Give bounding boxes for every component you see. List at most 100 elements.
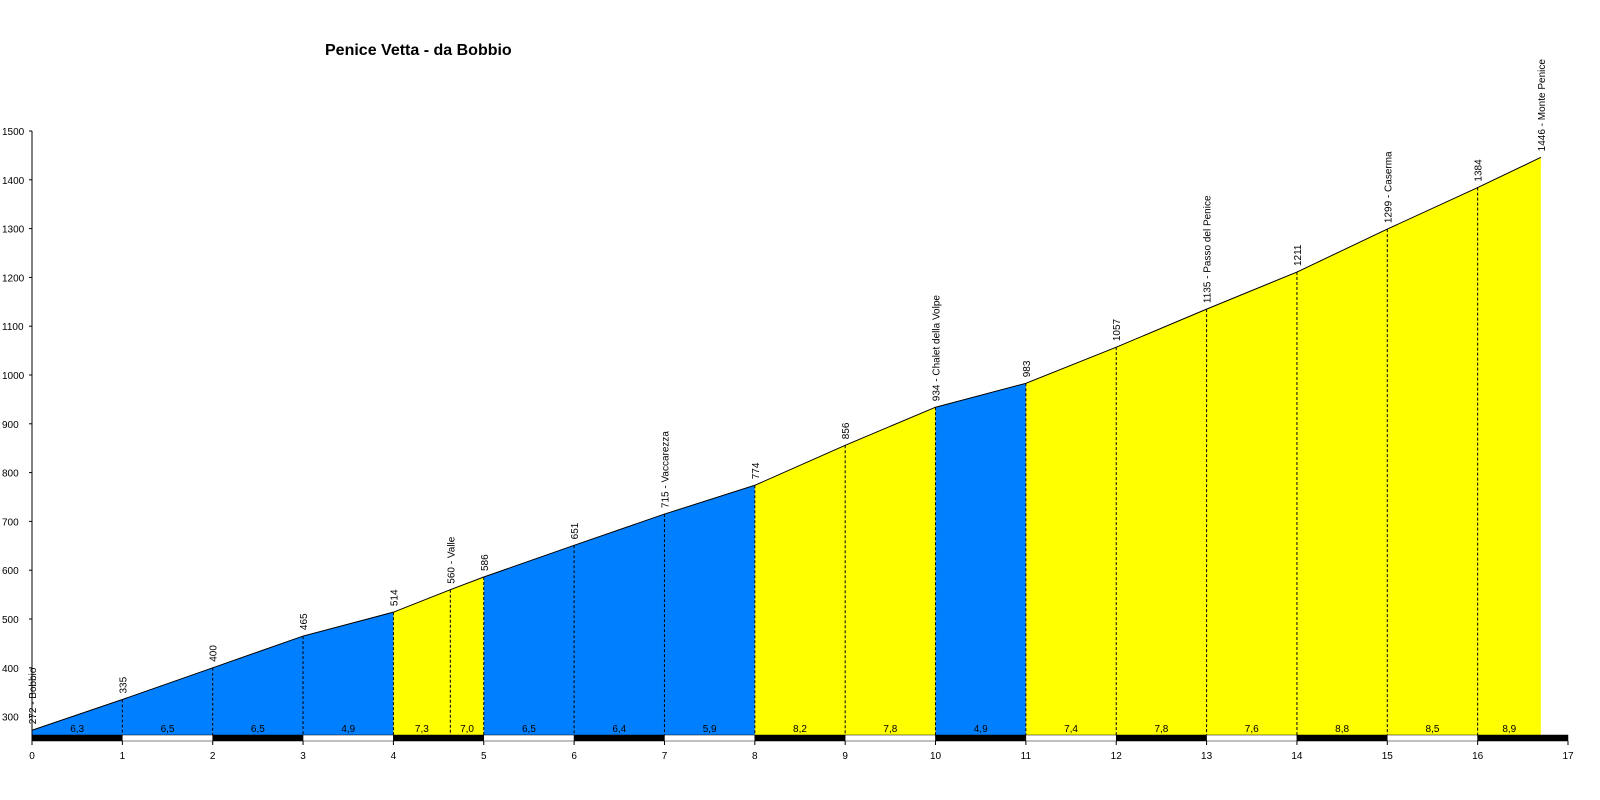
y-tick-label-1500: 1500 [2, 127, 25, 138]
gradient-label-12: 7,4 [1064, 724, 1078, 735]
scale-block-4 [393, 734, 485, 742]
scale-block-6 [573, 734, 665, 742]
point-label-1: 335 [118, 676, 129, 693]
segment-fill-16 [1387, 187, 1478, 735]
gradient-label-10: 7,8 [883, 724, 897, 735]
scale-block-13 [1206, 734, 1298, 742]
point-label-7: 651 [570, 522, 581, 539]
gradient-label-15: 8,8 [1335, 724, 1349, 735]
x-tick-label-1: 1 [120, 751, 126, 762]
x-tick-label-3: 3 [300, 751, 306, 762]
y-tick-label-900: 900 [2, 420, 19, 431]
segment-fill-11 [935, 383, 1026, 735]
segment-fill-13 [1116, 309, 1207, 735]
gradient-label-13: 7,8 [1154, 724, 1168, 735]
x-tick-label-4: 4 [391, 751, 397, 762]
x-tick-label-6: 6 [571, 751, 577, 762]
scale-block-10 [935, 734, 1027, 742]
scale-block-3 [302, 734, 394, 742]
x-tick-label-15: 15 [1382, 751, 1394, 762]
scale-block-14 [1296, 734, 1388, 742]
point-label-11: 934 - Chalet della Volpe [932, 295, 943, 402]
y-tick-label-1200: 1200 [2, 273, 25, 284]
point-label-18: 1446 - Monte Penice [1537, 59, 1548, 152]
gradient-label-11: 4,9 [974, 724, 988, 735]
x-tick-label-2: 2 [210, 751, 216, 762]
segment-fill-12 [1025, 347, 1117, 735]
point-label-10: 856 [841, 422, 852, 439]
point-label-3: 465 [299, 613, 310, 630]
gradient-label-8: 5,9 [703, 724, 717, 735]
gradient-label-0: 6,3 [70, 724, 84, 735]
scale-block-8 [754, 734, 846, 742]
segment-fill-14 [1206, 272, 1297, 735]
y-tick-label-1400: 1400 [2, 176, 25, 187]
scale-block-1 [122, 734, 213, 742]
gradient-label-14: 7,6 [1245, 724, 1259, 735]
segment-fill-3 [303, 612, 394, 735]
gradient-label-17: 8,9 [1502, 724, 1516, 735]
segment-fill-17 [1477, 157, 1541, 736]
gradient-label-2: 6,5 [251, 724, 265, 735]
point-label-8: 715 - Vaccarezza [660, 431, 671, 509]
y-tick-label-1000: 1000 [2, 371, 25, 382]
scale-block-0 [31, 734, 123, 742]
segment-fill-0 [32, 699, 123, 735]
segment-fill-4 [393, 589, 451, 735]
x-tick-label-5: 5 [481, 751, 487, 762]
segment-fill-2 [212, 636, 304, 735]
axes-group: 3004005006007008009001000110012001300140… [2, 127, 1574, 762]
point-label-14: 1135 - Passo del Penice [1203, 195, 1214, 303]
scale-block-2 [212, 734, 304, 742]
km-marker-lines-group [121, 187, 1479, 735]
gradient-label-3: 4,9 [341, 724, 355, 735]
x-tick-label-8: 8 [752, 751, 758, 762]
scale-block-7 [664, 734, 756, 742]
x-tick-label-17: 17 [1562, 751, 1574, 762]
x-tick-label-14: 14 [1291, 751, 1303, 762]
scale-block-15 [1387, 734, 1478, 742]
segment-fill-10 [845, 407, 936, 735]
point-label-4: 514 [389, 589, 400, 606]
point-label-2: 400 [209, 645, 220, 662]
gradient-label-4: 7,3 [415, 724, 429, 735]
y-tick-label-700: 700 [2, 517, 19, 528]
point-label-17: 1384 [1474, 159, 1485, 182]
y-tick-label-300: 300 [2, 713, 19, 724]
x-tick-label-11: 11 [1021, 751, 1032, 762]
x-tick-label-7: 7 [662, 751, 668, 762]
segment-fill-1 [122, 667, 213, 735]
scale-block-11 [1025, 734, 1117, 742]
x-tick-label-0: 0 [29, 751, 35, 762]
gradient-label-9: 8,2 [793, 724, 807, 735]
point-labels-group: 6,3 6,5 6,5 4,9 7,3 7,0 6,5 6,4 5,9 8,2 7,8 4,9 7,4 7… [28, 59, 1548, 735]
scale-block-12 [1115, 734, 1207, 742]
segment-fill-15 [1296, 229, 1388, 735]
gradient-label-16: 8,5 [1426, 724, 1440, 735]
x-tick-label-10: 10 [930, 751, 942, 762]
x-tick-label-12: 12 [1111, 751, 1123, 762]
y-tick-label-500: 500 [2, 615, 19, 626]
y-tick-label-400: 400 [2, 664, 19, 675]
point-label-13: 1057 [1112, 318, 1123, 341]
scale-block-9 [844, 734, 936, 742]
point-label-15: 1211 [1293, 244, 1304, 266]
gradient-label-1: 6,5 [161, 724, 175, 735]
scale-block-5 [483, 734, 575, 742]
point-label-16: 1299 - Caserma [1383, 151, 1394, 223]
segment-fill-9 [754, 445, 846, 735]
y-tick-label-1100: 1100 [2, 322, 24, 333]
x-tick-label-16: 16 [1472, 751, 1484, 762]
profile-fill-group [31, 156, 1542, 736]
y-tick-label-800: 800 [2, 469, 19, 480]
segment-fill-5 [450, 577, 484, 735]
y-tick-label-600: 600 [2, 566, 19, 577]
segment-fill-7 [574, 514, 665, 735]
distance-scale-bar-group [31, 734, 1569, 742]
x-tick-label-9: 9 [842, 751, 848, 762]
chart-title: Penice Vetta - da Bobbio [325, 42, 512, 59]
point-label-9: 774 [751, 462, 762, 479]
segment-fill-8 [664, 485, 755, 735]
gradient-label-7: 6,4 [612, 724, 626, 735]
point-label-5: 560 - Valle [446, 536, 457, 584]
